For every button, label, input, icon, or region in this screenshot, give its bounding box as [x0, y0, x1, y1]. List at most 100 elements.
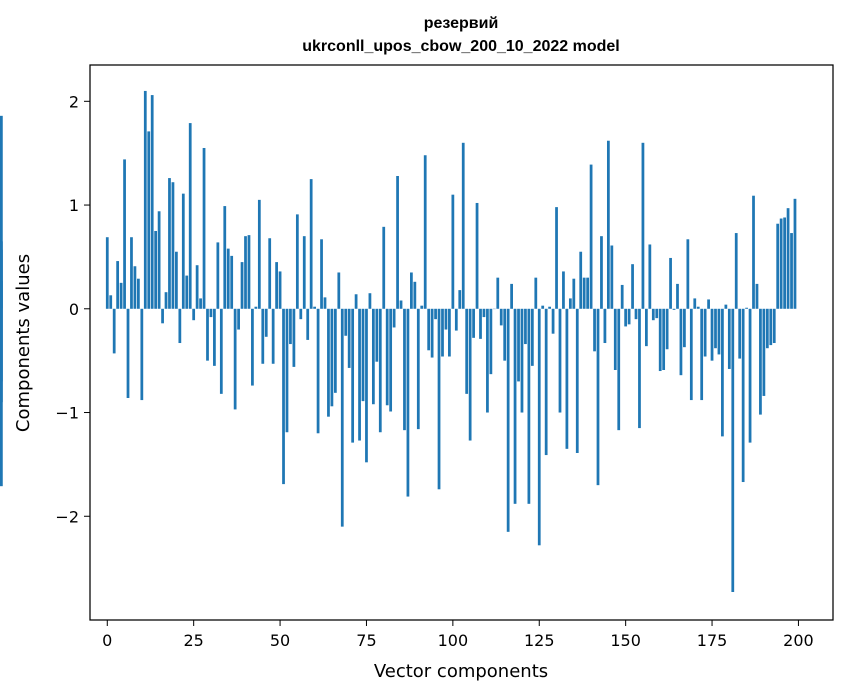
y-axis-label: Components values — [13, 254, 34, 432]
bar — [572, 278, 576, 309]
bar — [327, 308, 330, 417]
bar — [143, 90, 147, 309]
bar — [676, 283, 679, 309]
bar — [479, 308, 482, 339]
chart-title: резервий — [424, 15, 499, 32]
bar — [496, 277, 500, 309]
bar — [0, 115, 3, 309]
bar — [451, 194, 455, 309]
bar — [769, 308, 773, 346]
bar — [458, 290, 462, 309]
bar — [244, 236, 247, 309]
bar — [295, 214, 299, 309]
bar — [793, 198, 797, 309]
bar — [161, 308, 164, 324]
bar — [423, 155, 427, 309]
bar — [209, 308, 213, 318]
bar — [755, 283, 759, 309]
x-tick-label: 25 — [183, 631, 203, 650]
bar — [0, 241, 3, 309]
bar — [555, 207, 558, 309]
bar — [178, 308, 182, 344]
bar — [213, 308, 216, 366]
x-tick-label: 75 — [356, 631, 376, 650]
bar — [748, 308, 752, 443]
bar — [219, 308, 223, 394]
bar — [468, 308, 472, 441]
bar — [575, 308, 579, 453]
bar — [427, 308, 431, 351]
bar — [624, 308, 628, 327]
bar — [333, 308, 337, 393]
bar — [731, 308, 735, 592]
bar — [603, 308, 607, 344]
bar — [454, 308, 458, 331]
bar — [645, 308, 648, 347]
bar — [351, 308, 355, 443]
bar — [320, 239, 323, 309]
bar — [558, 308, 562, 413]
bar — [506, 308, 510, 532]
bar — [786, 208, 790, 309]
bar — [593, 308, 596, 352]
bar — [157, 211, 161, 309]
bar — [126, 308, 130, 398]
bar — [340, 308, 344, 527]
bar — [700, 308, 704, 401]
bar — [568, 298, 572, 309]
x-tick-label: 0 — [102, 631, 112, 650]
bar — [199, 298, 202, 309]
bar — [316, 308, 320, 434]
x-axis-label: Vector components — [374, 661, 548, 682]
bar — [551, 308, 555, 334]
bar — [741, 308, 745, 483]
bar — [669, 257, 672, 309]
bar — [344, 308, 348, 336]
bar — [112, 308, 116, 354]
bar — [306, 308, 310, 340]
bar — [282, 308, 285, 485]
bar — [330, 308, 334, 407]
bar — [233, 308, 237, 410]
x-tick-label: 50 — [270, 631, 290, 650]
bar — [195, 265, 199, 309]
bar — [119, 282, 123, 309]
bar — [416, 308, 420, 430]
bar — [627, 308, 631, 325]
bar — [534, 277, 538, 309]
bar — [448, 308, 451, 357]
bar — [444, 308, 448, 330]
bar — [589, 164, 593, 309]
bar — [634, 308, 638, 320]
bar — [133, 266, 137, 309]
bar — [278, 271, 282, 309]
bar — [437, 308, 441, 490]
bar — [765, 308, 769, 349]
bar — [475, 202, 479, 309]
bar — [489, 308, 493, 375]
bar — [130, 237, 133, 309]
chart-subtitle: ukrconll_upos_cbow_200_10_2022 model — [302, 38, 619, 55]
bar — [779, 218, 783, 309]
bar — [672, 308, 676, 310]
bar — [693, 298, 697, 309]
bar — [679, 308, 683, 376]
bar — [586, 277, 590, 309]
bar — [406, 308, 410, 497]
bar — [441, 308, 444, 357]
x-tick-label: 150 — [610, 631, 641, 650]
bar — [721, 308, 724, 437]
bar — [759, 308, 762, 415]
bar — [613, 308, 617, 370]
bar — [109, 295, 113, 309]
bar — [354, 294, 358, 309]
bar — [596, 308, 600, 486]
bar — [192, 308, 196, 321]
bar — [658, 308, 662, 372]
bar — [226, 248, 230, 309]
y-tick-label: −2 — [55, 507, 79, 526]
bar — [168, 178, 171, 309]
bar — [410, 272, 413, 309]
bar — [285, 308, 289, 433]
bar — [790, 233, 793, 309]
